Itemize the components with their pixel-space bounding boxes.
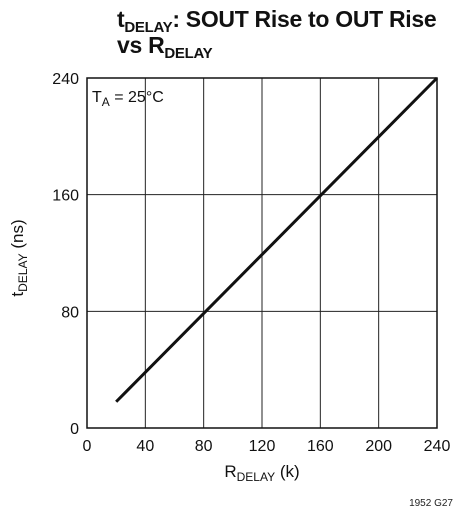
- x-tick-label: 120: [249, 438, 276, 455]
- x-tick-label: 200: [365, 438, 392, 455]
- x-tick-label: 240: [424, 438, 451, 455]
- y-tick-label: 160: [52, 188, 79, 205]
- x-tick-label: 80: [195, 438, 213, 455]
- y-tick-label: 0: [70, 421, 79, 438]
- x-tick-label: 0: [83, 438, 92, 455]
- y-tick-label: 240: [52, 71, 79, 88]
- x-tick-label: 40: [136, 438, 154, 455]
- temperature-annotation: TA = 25°C: [92, 89, 164, 107]
- series-line: [116, 78, 437, 402]
- y-tick-label: 80: [61, 304, 79, 321]
- x-tick-label: 160: [307, 438, 334, 455]
